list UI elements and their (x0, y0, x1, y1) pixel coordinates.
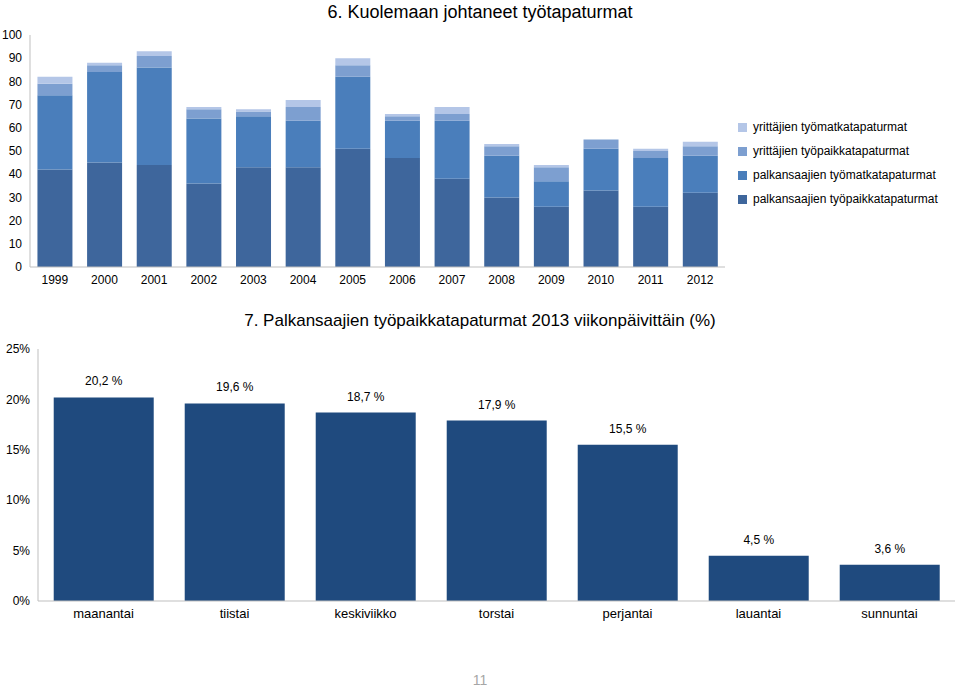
svg-text:tiistai: tiistai (220, 606, 250, 621)
svg-text:15,5 %: 15,5 % (609, 422, 647, 436)
svg-text:keskiviikko: keskiviikko (334, 606, 396, 621)
html-text:yrittäjien työpaikkatapaturmat: yrittäjien työpaikkatapaturmat (753, 144, 910, 158)
svg-text:20%: 20% (8, 393, 30, 407)
svg-text:4,5 %: 4,5 % (743, 533, 774, 547)
svg-text:15%: 15% (8, 443, 30, 457)
svg-text:2008: 2008 (488, 273, 515, 287)
svg-text:sunnuntai: sunnuntai (861, 606, 917, 621)
svg-text:2012: 2012 (687, 273, 714, 287)
html-text:palkansaajien työmatkatapaturm: palkansaajien työmatkatapaturmat (753, 168, 936, 182)
svg-text:40: 40 (9, 167, 23, 181)
svg-text:20,2 %: 20,2 % (85, 374, 123, 388)
svg-text:2002: 2002 (190, 273, 217, 287)
html-text:11: 11 (472, 672, 488, 688)
svg-text:100: 100 (8, 28, 22, 42)
svg-text:2011: 2011 (638, 273, 664, 287)
svg-text:20: 20 (9, 214, 23, 228)
svg-text:5%: 5% (13, 544, 31, 558)
svg-text:2003: 2003 (240, 273, 267, 287)
svg-text:90: 90 (9, 51, 23, 65)
html-text:yrittäjien työmatkatapaturmat: yrittäjien työmatkatapaturmat (753, 120, 908, 134)
svg-text:50: 50 (9, 144, 23, 158)
svg-text:perjantai: perjantai (603, 606, 653, 621)
html-text:7. Palkansaajien työpaikkatapa: 7. Palkansaajien työpaikkatapaturmat 201… (244, 311, 716, 330)
svg-text:10: 10 (9, 237, 23, 251)
html-text:palkansaajien työpaikkatapatur: palkansaajien työpaikkatapaturmat (753, 192, 938, 206)
svg-text:2007: 2007 (439, 273, 466, 287)
svg-text:80: 80 (9, 75, 23, 89)
svg-text:17,9 %: 17,9 % (478, 398, 516, 412)
svg-text:60: 60 (9, 121, 23, 135)
svg-text:2009: 2009 (538, 273, 565, 287)
svg-text:2005: 2005 (339, 273, 366, 287)
svg-text:1999: 1999 (41, 273, 68, 287)
svg-text:2000: 2000 (91, 273, 118, 287)
svg-text:70: 70 (9, 98, 23, 112)
svg-text:19,6 %: 19,6 % (216, 380, 254, 394)
svg-text:3,6 %: 3,6 % (874, 542, 905, 556)
svg-text:maanantai: maanantai (73, 606, 134, 621)
svg-text:2010: 2010 (588, 273, 615, 287)
svg-text:lauantai: lauantai (736, 606, 782, 621)
svg-text:2006: 2006 (389, 273, 416, 287)
svg-text:2001: 2001 (141, 273, 168, 287)
svg-text:25%: 25% (8, 342, 30, 356)
html-text:6. Kuolemaan johtaneet työtapa: 6. Kuolemaan johtaneet työtapaturmat (327, 2, 633, 22)
svg-text:30: 30 (9, 191, 23, 205)
svg-text:10%: 10% (8, 493, 30, 507)
svg-text:2004: 2004 (290, 273, 317, 287)
svg-text:18,7 %: 18,7 % (347, 390, 385, 404)
svg-text:0%: 0% (13, 594, 31, 608)
svg-text:0: 0 (15, 260, 22, 274)
svg-text:torstai: torstai (479, 606, 515, 621)
